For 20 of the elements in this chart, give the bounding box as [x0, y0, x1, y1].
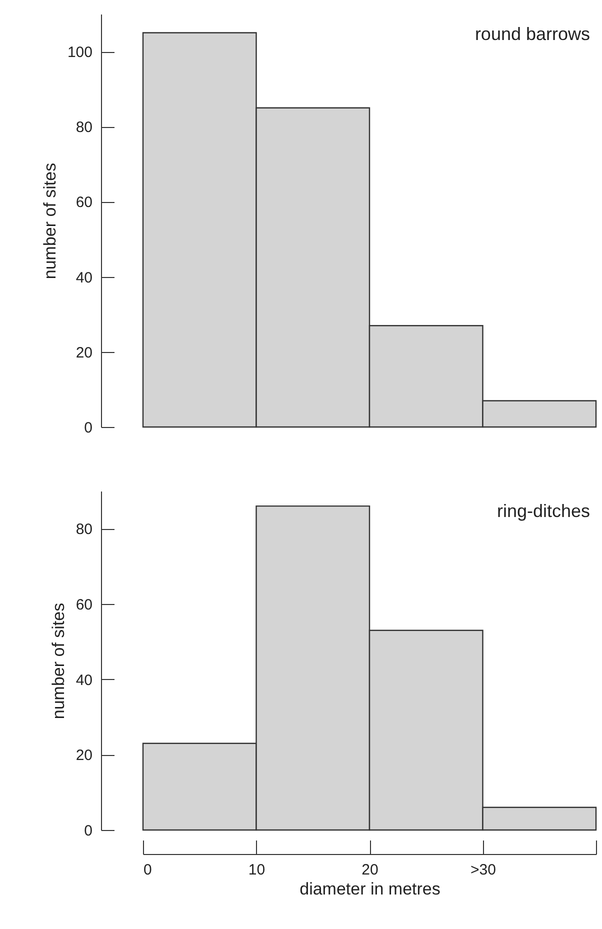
y-tick-label: 0: [84, 420, 92, 436]
annotation: round barrows: [474, 24, 590, 44]
y-tick-label: 80: [76, 521, 92, 538]
y-tick-label: 20: [76, 747, 92, 764]
x-tick-label: 20: [362, 862, 378, 878]
y-axis-title: number of sites: [40, 162, 60, 280]
x-axis-title: diameter in metres: [300, 880, 440, 898]
y-tick-label: 0: [84, 822, 92, 840]
y-tick-label: 20: [76, 344, 92, 362]
y-tick-label: 60: [76, 596, 92, 614]
x-tick-label: >30: [470, 862, 496, 878]
y-tick-label: 60: [76, 194, 92, 212]
y-axis-title: number of sites: [48, 602, 68, 720]
y-tick-label: 100: [67, 44, 92, 62]
x-tick-label: 10: [248, 862, 266, 878]
y-tick-label: 40: [76, 269, 92, 286]
y-tick-label: 40: [76, 672, 92, 689]
annotation: ring-ditches: [496, 501, 590, 521]
y-tick-label: 80: [76, 119, 92, 136]
x-tick-label: 0: [144, 862, 152, 878]
